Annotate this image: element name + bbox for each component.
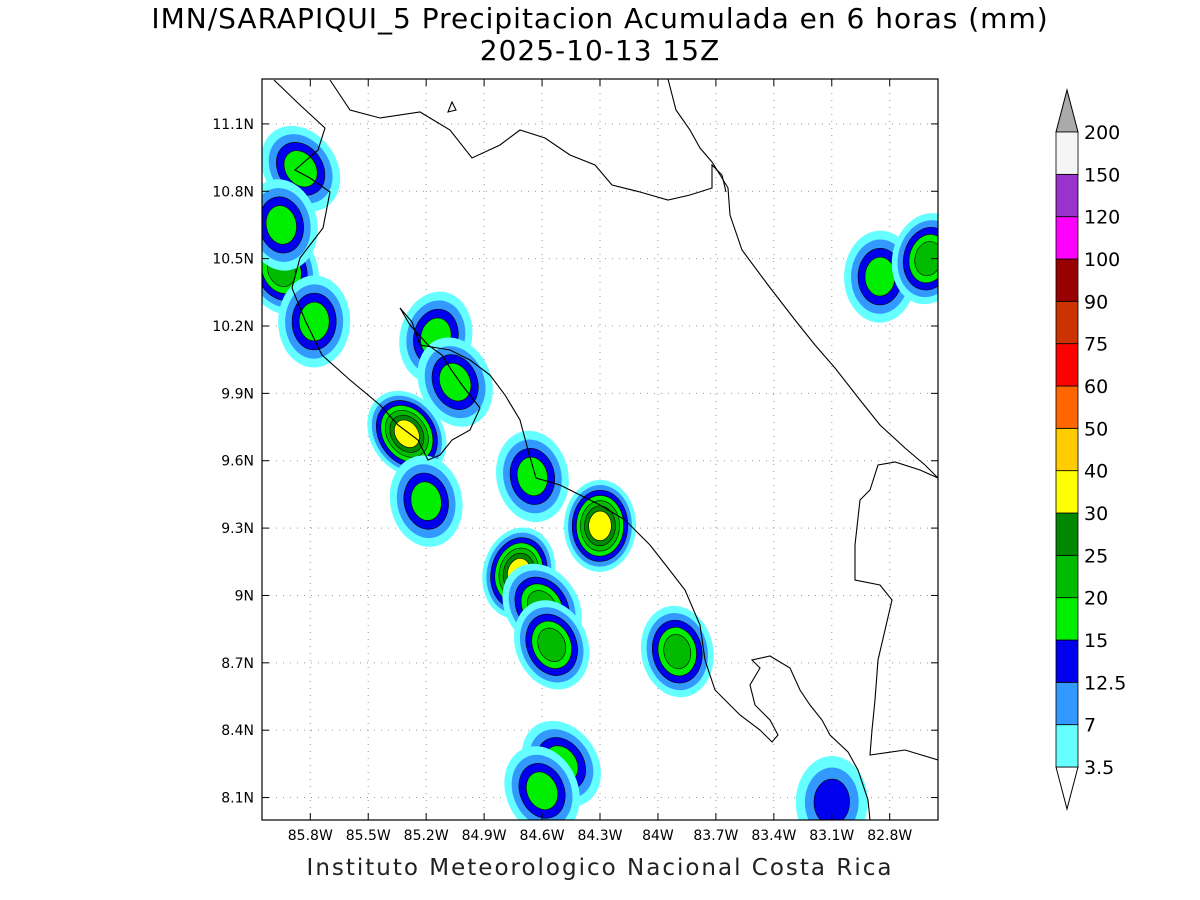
colorbar-swatch <box>1055 470 1079 514</box>
rain-cell <box>640 605 714 698</box>
rain-cell <box>389 455 463 547</box>
colorbar-swatch <box>1055 258 1079 302</box>
colorbar-swatch <box>1055 681 1079 726</box>
map-subtitle-datetime: 2025-10-13 15Z <box>479 34 721 67</box>
lat-tick-label: 11.1N <box>212 117 254 133</box>
colorbar-label: 200 <box>1084 122 1120 144</box>
lon-tick-label: 85.2W <box>404 828 449 844</box>
lat-tick-label: 9N <box>235 588 254 604</box>
colorbar-label: 75 <box>1084 334 1108 356</box>
rain-cell <box>891 213 938 305</box>
lat-tick-label: 9.9N <box>221 386 254 402</box>
axis-ticks: 85.8W 85.5W 85.2W 84.9W 84.6W 84.3W 84W 83.7W 83… <box>212 79 938 844</box>
lon-tick-label: 85.5W <box>346 828 391 844</box>
coastline <box>273 79 938 820</box>
rain-contour <box>298 301 330 342</box>
colorbar-label: 100 <box>1084 249 1120 271</box>
colorbar-label: 7 <box>1084 715 1096 737</box>
colorbar-legend: 3.5 7 12.5 15 20 25 30 40 50 60 75 90 100 120 150 200 <box>1055 88 1126 811</box>
rain-contour <box>914 241 938 277</box>
rain-cell <box>514 600 590 690</box>
lon-tick-label: 84.3W <box>577 828 622 844</box>
colorbar-swatch <box>1055 597 1079 641</box>
rain-contour <box>265 205 297 245</box>
lon-tick-label: 83.7W <box>693 828 738 844</box>
colorbar-label: 30 <box>1084 503 1108 525</box>
colorbar-swatch <box>1055 131 1079 175</box>
rain-contour <box>410 481 442 521</box>
lat-tick-label: 10.8N <box>212 184 254 200</box>
lat-tick-label: 8.7N <box>221 656 254 672</box>
colorbar-swatch <box>1055 300 1079 345</box>
colorbar-label: 20 <box>1084 588 1108 610</box>
coastline-panama <box>854 461 938 761</box>
lat-tick-label: 9.3N <box>221 521 254 537</box>
rain-cell <box>504 746 580 820</box>
rain-contour <box>663 634 692 670</box>
colorbar-swatch <box>1055 343 1079 387</box>
rain-contour <box>537 627 567 662</box>
credit-text: Instituto Meteorologico Nacional Costa R… <box>306 855 894 881</box>
colorbar-label: 12.5 <box>1084 672 1126 694</box>
colorbar-swatch <box>1055 639 1079 683</box>
colorbar-label: 90 <box>1084 291 1108 313</box>
lat-lon-grid <box>262 79 938 820</box>
lon-tick-label: 84.6W <box>520 828 565 844</box>
colorbar-under-arrow <box>1055 766 1079 811</box>
lon-tick-label: 84.9W <box>462 828 507 844</box>
island-lake <box>447 100 457 113</box>
colorbar-label: 60 <box>1084 376 1108 398</box>
lat-tick-label: 10.5N <box>212 252 254 268</box>
colorbar-swatch <box>1055 427 1079 472</box>
lat-tick-label: 8.4N <box>221 723 254 739</box>
lon-tick-label: 82.8W <box>867 828 912 844</box>
rain-cell <box>417 337 493 427</box>
colorbar-label: 50 <box>1084 418 1108 440</box>
rain-contour <box>813 778 850 820</box>
map-title: IMN/SARAPIQUI_5 Precipitacion Acumulada … <box>151 2 1049 35</box>
colorbar-label: 15 <box>1084 630 1108 652</box>
lon-tick-label: 83.4W <box>751 828 796 844</box>
colorbar-label: 40 <box>1084 461 1108 483</box>
coastline-nicaragua-lake <box>329 79 727 201</box>
lon-tick-label: 84W <box>642 828 674 844</box>
map-background <box>262 79 938 820</box>
lat-tick-label: 9.6N <box>221 454 254 470</box>
lon-tick-label: 85.8W <box>288 828 333 844</box>
colorbar-swatch <box>1055 724 1079 768</box>
rain-cell <box>262 179 318 271</box>
coastline-pacific-north <box>273 79 871 820</box>
lat-tick-label: 10.2N <box>212 319 254 335</box>
precipitation-field <box>262 125 938 820</box>
lat-tick-label: 8.1N <box>221 791 254 807</box>
rain-cell <box>563 479 637 572</box>
colorbar-swatch <box>1055 173 1079 218</box>
colorbar-swatch <box>1055 512 1079 556</box>
colorbar-swatch <box>1055 385 1079 429</box>
rain-cell <box>795 756 868 820</box>
rain-contour <box>516 456 548 497</box>
rain-contour <box>864 256 896 297</box>
rain-cell <box>278 275 351 368</box>
rain-cell <box>495 430 569 523</box>
colorbar-label: 150 <box>1084 164 1120 186</box>
colorbar-swatch <box>1055 554 1079 599</box>
colorbar-label: 3.5 <box>1084 757 1114 779</box>
colorbar-label: 25 <box>1084 545 1108 567</box>
rain-contour <box>525 771 559 810</box>
rain-contour <box>588 510 612 541</box>
colorbar-label: 120 <box>1084 207 1120 229</box>
colorbar-swatch <box>1055 216 1079 260</box>
lon-tick-label: 83.1W <box>809 828 854 844</box>
colorbar-over-arrow <box>1055 88 1079 133</box>
coastline-caribbean <box>667 79 938 479</box>
